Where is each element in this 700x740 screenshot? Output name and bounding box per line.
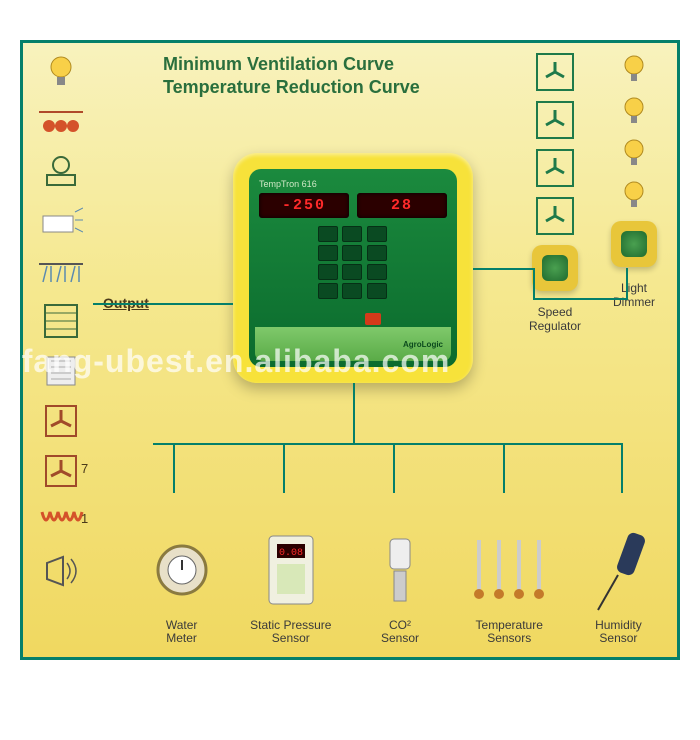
light-dimmer (611, 221, 657, 267)
key (318, 283, 338, 299)
bulb-icon (620, 137, 648, 169)
connector-line (626, 268, 628, 298)
title-line-2: Temperature Reduction Curve (163, 76, 420, 99)
key (367, 283, 387, 299)
brand-logo: AgroLogic (403, 340, 443, 349)
key (318, 264, 338, 280)
light-dimmer-label: Light Dimmer (613, 281, 655, 309)
connector-line (533, 298, 628, 300)
panel-footer: AgroLogic (255, 327, 451, 361)
pressure-sensor-icon: 0.08 (263, 525, 319, 615)
svg-text:0.08: 0.08 (279, 548, 303, 559)
bulb-icon (620, 53, 648, 85)
connector-line (533, 268, 535, 298)
fan-number-7: 7 (81, 461, 88, 476)
temp-sensors-label: Temperature Sensors (476, 619, 543, 645)
speed-regulator (532, 245, 578, 291)
right-outputs: Speed Regulator Light Dimmer (529, 53, 657, 333)
fan-icon (536, 149, 574, 187)
key (342, 264, 362, 280)
title-line-1: Minimum Ventilation Curve (163, 53, 420, 76)
temp-sensors-icon (469, 525, 549, 615)
key (342, 245, 362, 261)
fan-number-1: 1 (81, 511, 88, 526)
connector-line (353, 383, 355, 443)
connector-line (153, 443, 623, 445)
controller-model: TempTron 616 (259, 179, 447, 189)
sensors-row: Water Meter 0.08 Static Pressure Sensor … (133, 525, 667, 645)
keypad (318, 226, 388, 299)
output-icons-column (37, 51, 93, 591)
cooling-pad-icon (37, 201, 85, 241)
key (367, 245, 387, 261)
light-bulb-icon (37, 51, 85, 91)
key (318, 245, 338, 261)
bulb-icon (620, 95, 648, 127)
fans-column: Speed Regulator (529, 53, 581, 333)
connector-line (93, 303, 233, 305)
connector-line (621, 443, 623, 493)
diagram-frame: Minimum Ventilation Curve Temperature Re… (20, 40, 680, 660)
alarm-icon (37, 551, 85, 591)
heater-icon (37, 501, 85, 541)
sprinkler-icon (37, 251, 85, 291)
display-1: -250 (259, 193, 349, 218)
water-meter: Water Meter (133, 525, 230, 645)
key (342, 283, 362, 299)
key (342, 226, 362, 242)
connector-line (283, 443, 285, 493)
display-2: 28 (357, 193, 447, 218)
curtain-icon (37, 301, 85, 341)
speed-regulator-label: Speed Regulator (529, 305, 581, 333)
connector-line (503, 443, 505, 493)
key (318, 226, 338, 242)
valve-icon (37, 151, 85, 191)
static-pressure-sensor: 0.08 Static Pressure Sensor (242, 525, 339, 645)
temperature-sensors: Temperature Sensors (461, 525, 558, 645)
co2-sensor-label: CO² Sensor (381, 619, 419, 645)
fan-icon (536, 197, 574, 235)
connector-line (173, 443, 175, 493)
key (367, 264, 387, 280)
co2-sensor-icon (380, 525, 420, 615)
water-meter-label: Water Meter (166, 619, 198, 645)
controller-panel: TempTron 616 -250 28 AgroLogic (249, 169, 457, 367)
exhaust-fan-1-icon (37, 451, 85, 491)
lights-column: Light Dimmer (611, 53, 657, 333)
humidity-sensor-label: Humidity Sensor (595, 619, 642, 645)
inlet-icon (37, 351, 85, 391)
exhaust-fan-7-icon (37, 401, 85, 441)
connector-line (473, 268, 533, 270)
diagram-title: Minimum Ventilation Curve Temperature Re… (163, 53, 420, 100)
connector-line (393, 443, 395, 493)
fan-icon (536, 101, 574, 139)
bulb-icon (620, 179, 648, 211)
feeder-icon (37, 101, 85, 141)
led-displays: -250 28 (259, 193, 447, 218)
key (367, 226, 387, 242)
controller-device: TempTron 616 -250 28 AgroLogic (233, 153, 473, 383)
humidity-sensor: Humidity Sensor (570, 525, 667, 645)
water-meter-icon (152, 525, 212, 615)
fan-icon (536, 53, 574, 91)
indicator-icon (365, 313, 381, 325)
co2-sensor: CO² Sensor (351, 525, 448, 645)
humidity-sensor-icon (588, 525, 648, 615)
pressure-sensor-label: Static Pressure Sensor (250, 619, 331, 645)
